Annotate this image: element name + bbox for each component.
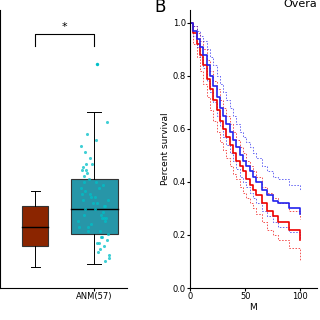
Point	[83, 149, 88, 154]
Point	[90, 201, 95, 206]
Point	[95, 240, 100, 245]
Point	[100, 234, 105, 239]
Text: Overa: Overa	[283, 0, 317, 9]
Point	[94, 137, 99, 142]
Point	[82, 213, 87, 218]
Point	[84, 171, 89, 176]
Bar	[71, 179, 118, 234]
Point	[102, 204, 108, 209]
Point	[89, 195, 94, 200]
Point	[103, 258, 108, 263]
Point	[85, 131, 90, 136]
Point	[78, 143, 83, 148]
Point	[102, 219, 108, 224]
Point	[102, 243, 107, 248]
Point	[97, 228, 102, 233]
Point	[107, 255, 112, 260]
Point	[106, 252, 111, 257]
Point	[95, 249, 100, 254]
X-axis label: M: M	[250, 302, 257, 312]
Point	[101, 210, 106, 215]
Point	[79, 192, 84, 197]
Point	[96, 240, 101, 245]
Bar	[22, 206, 48, 246]
Point	[99, 234, 104, 239]
Point	[80, 198, 85, 203]
Point	[87, 192, 92, 197]
Point	[85, 225, 91, 230]
Point	[87, 155, 92, 160]
Point	[86, 228, 91, 233]
Point	[104, 237, 109, 242]
Point	[77, 225, 82, 230]
Point	[94, 201, 100, 206]
Point	[80, 167, 85, 172]
Text: B: B	[155, 0, 166, 16]
Point	[82, 188, 87, 194]
Point	[89, 161, 94, 166]
Point	[98, 246, 103, 251]
Point	[98, 213, 103, 218]
Point	[100, 182, 105, 188]
Point	[103, 216, 108, 221]
Point	[92, 195, 97, 200]
Point	[84, 167, 89, 172]
Point	[93, 207, 98, 212]
Point	[96, 186, 101, 191]
Point	[81, 173, 86, 179]
Y-axis label: Percent survival: Percent survival	[161, 113, 170, 185]
Point	[81, 164, 86, 170]
Point	[93, 180, 99, 185]
Text: *: *	[62, 22, 68, 32]
Point	[81, 180, 86, 185]
Point	[105, 231, 110, 236]
Point	[82, 207, 87, 212]
Point	[101, 204, 107, 209]
Point	[106, 198, 111, 203]
Point	[104, 119, 109, 124]
Point	[99, 216, 104, 221]
Point	[88, 222, 93, 227]
Point	[86, 177, 92, 182]
Point	[101, 216, 107, 221]
Point	[78, 186, 84, 191]
Point	[95, 61, 100, 67]
Point	[83, 161, 88, 166]
Point	[76, 219, 81, 224]
